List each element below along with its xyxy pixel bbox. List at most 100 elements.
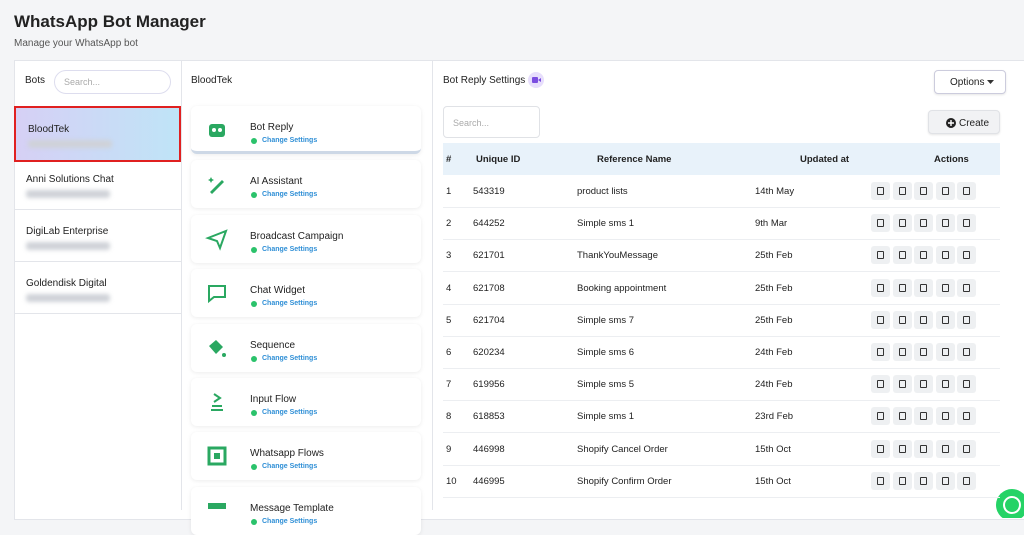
action-button[interactable] xyxy=(957,343,976,361)
feature-action[interactable]: Change Settings xyxy=(262,137,318,144)
action-button[interactable] xyxy=(871,278,890,297)
action-button[interactable] xyxy=(871,246,890,265)
action-button[interactable] xyxy=(957,278,976,297)
bot-item[interactable]: Goldendisk Digital xyxy=(14,262,181,314)
plus-icon xyxy=(946,118,956,128)
action-button[interactable] xyxy=(892,182,912,200)
status-dot xyxy=(251,518,257,525)
action-button[interactable] xyxy=(892,343,912,361)
cell: product lists xyxy=(577,186,628,197)
feature-card[interactable]: Broadcast Campaign Change Settings xyxy=(191,214,421,263)
action-button[interactable] xyxy=(871,310,890,329)
action-glyph xyxy=(941,444,949,453)
cell: Simple sms 1 xyxy=(577,411,635,423)
action-glyph xyxy=(877,187,884,195)
action-button[interactable] xyxy=(892,471,912,490)
create-button[interactable]: Create xyxy=(928,110,1000,134)
action-button[interactable] xyxy=(892,278,912,297)
action-button[interactable] xyxy=(914,375,933,394)
action-button[interactable] xyxy=(914,278,933,297)
action-button[interactable] xyxy=(871,439,890,458)
options-button[interactable]: Options xyxy=(934,70,1006,94)
action-button[interactable] xyxy=(957,246,976,265)
cell: 618853 xyxy=(473,411,505,423)
feature-action[interactable]: Change Settings xyxy=(262,191,318,199)
feature-action[interactable]: Change Settings xyxy=(262,245,318,253)
action-button[interactable] xyxy=(871,343,890,361)
action-button[interactable] xyxy=(935,246,955,265)
action-button[interactable] xyxy=(935,278,955,297)
action-glyph xyxy=(920,187,927,195)
action-glyph xyxy=(877,348,884,356)
action-button[interactable] xyxy=(914,343,933,361)
bot-item[interactable]: BloodTek xyxy=(14,106,181,162)
cell: 644252 xyxy=(473,218,505,230)
action-button[interactable] xyxy=(935,439,955,458)
row-border xyxy=(443,239,1000,241)
action-button[interactable] xyxy=(892,439,912,458)
bot-item[interactable]: DigiLab Enterprise xyxy=(14,210,181,262)
action-button[interactable] xyxy=(914,214,933,233)
action-button[interactable] xyxy=(892,407,912,426)
action-button[interactable] xyxy=(935,343,955,361)
bots-search[interactable]: Search... xyxy=(54,70,171,94)
action-button[interactable] xyxy=(892,375,912,394)
create-label: Create xyxy=(959,118,990,129)
action-button[interactable] xyxy=(935,310,955,329)
action-button[interactable] xyxy=(892,310,912,329)
feature-card[interactable]: AI Assistant Change Settings xyxy=(191,160,421,209)
row-border xyxy=(443,303,1000,305)
feature-card[interactable]: Message Template Change Settings xyxy=(191,486,421,535)
action-button[interactable] xyxy=(871,407,890,426)
action-button[interactable] xyxy=(914,182,933,200)
feature-name: Chat Widget xyxy=(250,285,306,297)
action-button[interactable] xyxy=(871,214,890,233)
cell: 2 xyxy=(446,218,452,230)
action-button[interactable] xyxy=(914,439,933,458)
action-button[interactable] xyxy=(957,407,976,426)
action-button[interactable] xyxy=(957,471,976,490)
action-button[interactable] xyxy=(871,471,890,490)
action-button[interactable] xyxy=(871,375,890,394)
whatsapp-fab[interactable] xyxy=(995,488,1024,518)
feature-card[interactable]: Bot Reply Change Settings xyxy=(191,106,421,154)
divider xyxy=(432,60,433,510)
action-button[interactable] xyxy=(871,182,890,200)
action-button[interactable] xyxy=(914,310,933,329)
row-border xyxy=(443,207,1000,208)
action-glyph xyxy=(963,380,970,389)
feature-action[interactable]: Change Settings xyxy=(262,517,318,525)
action-button[interactable] xyxy=(914,407,933,426)
cell: ThankYouMessage xyxy=(577,250,658,262)
action-glyph xyxy=(920,251,927,260)
action-button[interactable] xyxy=(914,471,933,490)
table-search[interactable]: Search... xyxy=(443,106,540,138)
action-button[interactable] xyxy=(935,407,955,426)
cell: 10 xyxy=(446,475,457,487)
main-card xyxy=(14,60,1024,520)
action-button[interactable] xyxy=(957,375,976,394)
action-button[interactable] xyxy=(935,214,955,233)
action-button[interactable] xyxy=(914,246,933,265)
action-glyph xyxy=(898,476,906,485)
cell: Simple sms 7 xyxy=(577,314,635,326)
feature-action[interactable]: Change Settings xyxy=(262,354,318,362)
action-button[interactable] xyxy=(935,375,955,394)
feature-card[interactable]: Chat Widget Change Settings xyxy=(191,269,421,318)
options-label: Options xyxy=(950,77,985,88)
feature-action[interactable]: Change Settings xyxy=(262,300,318,308)
feature-card[interactable]: Sequence Change Settings xyxy=(191,323,421,372)
feature-card[interactable]: Input Flow Change Settings xyxy=(191,378,421,426)
feature-card[interactable]: Whatsapp Flows Change Settings xyxy=(191,432,421,481)
feature-action[interactable]: Change Settings xyxy=(262,463,318,471)
action-button[interactable] xyxy=(935,471,955,490)
feature-action[interactable]: Change Settings xyxy=(262,409,318,416)
action-button[interactable] xyxy=(957,439,976,458)
action-button[interactable] xyxy=(957,214,976,233)
action-button[interactable] xyxy=(957,182,976,200)
action-button[interactable] xyxy=(892,214,912,233)
action-button[interactable] xyxy=(892,246,912,265)
action-button[interactable] xyxy=(935,182,955,200)
bot-item[interactable]: Anni Solutions Chat xyxy=(14,158,181,210)
action-button[interactable] xyxy=(957,310,976,329)
